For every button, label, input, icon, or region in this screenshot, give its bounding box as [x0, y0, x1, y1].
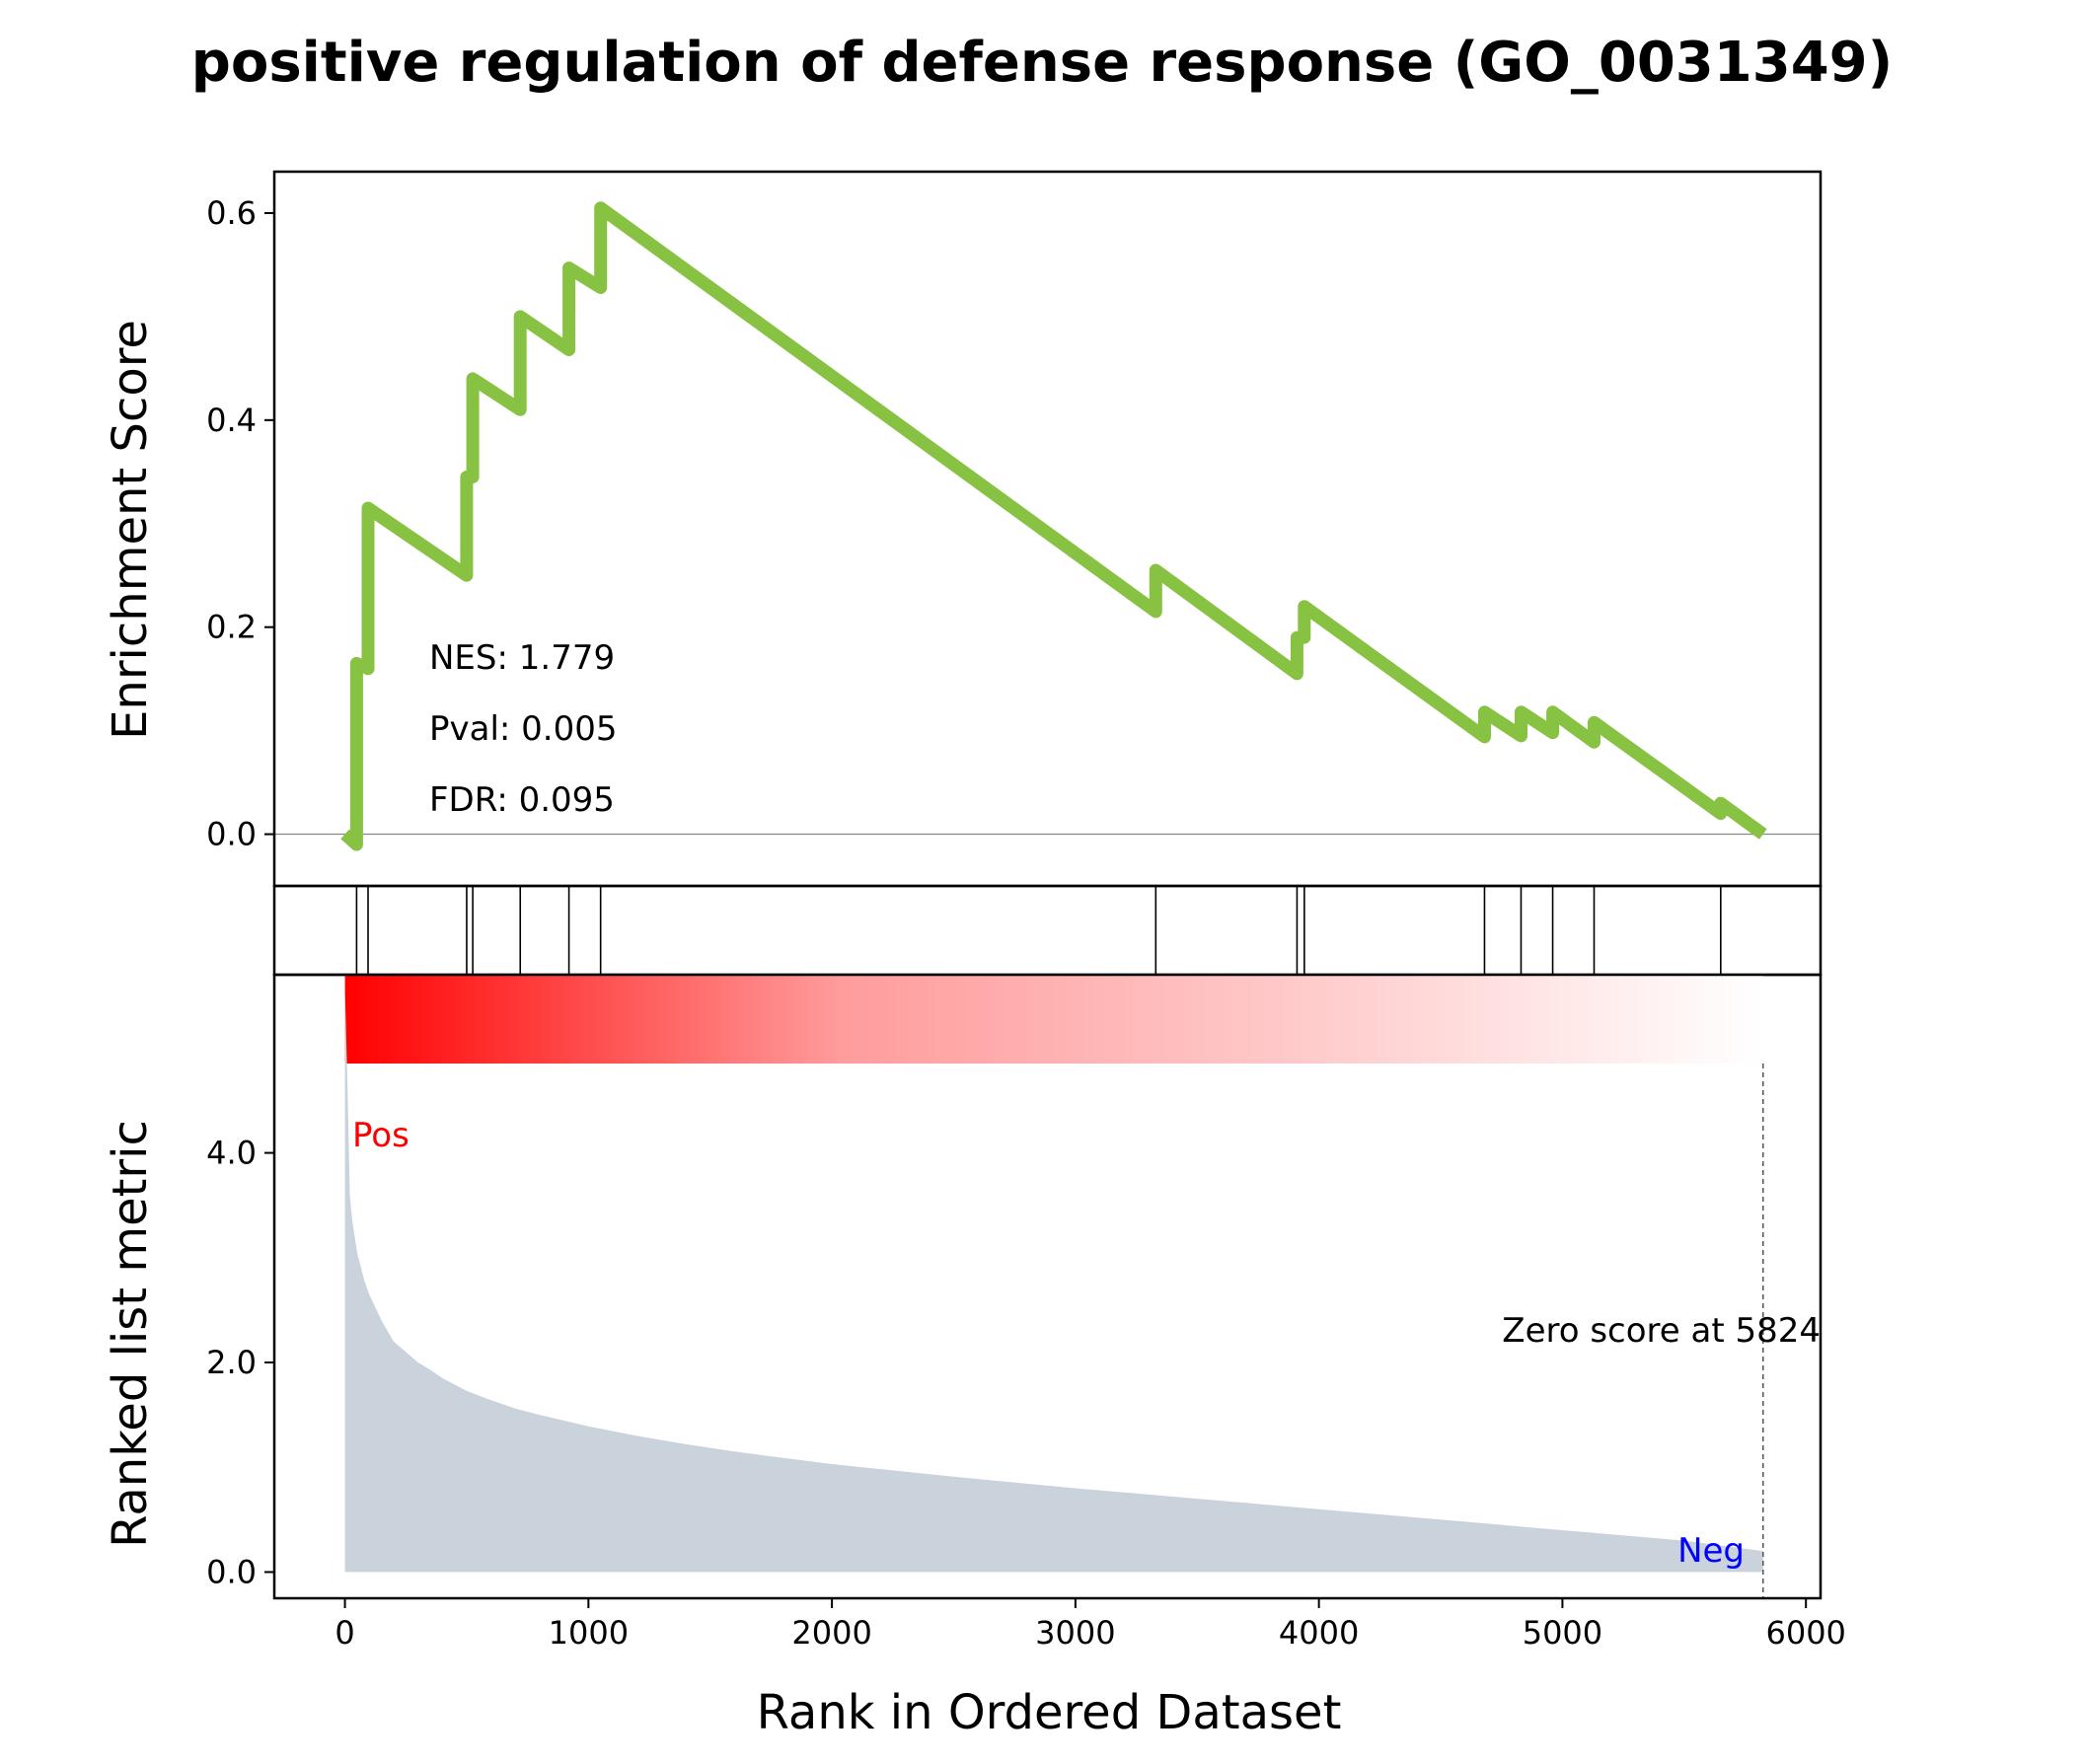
pos-label: Pos: [352, 1116, 409, 1155]
nes-stat: NES: 1.779: [429, 638, 615, 678]
x-axis-label: Rank in Ordered Dataset: [757, 1685, 1342, 1740]
x-tick-label: 0: [335, 1614, 354, 1652]
x-tick-label: 5000: [1523, 1614, 1602, 1652]
metric-area: [344, 990, 1763, 1573]
es-y-axis-label: Enrichment Score: [103, 320, 158, 740]
pval-stat: Pval: 0.005: [429, 709, 618, 749]
chart-title: positive regulation of defense response …: [191, 31, 1893, 95]
metric-heatmap-bar: [344, 975, 1763, 1064]
es-line: [340, 201, 1767, 851]
es-y-tick-label: 0.2: [206, 609, 257, 646]
x-tick-label: 1000: [549, 1614, 629, 1652]
neg-label: Neg: [1677, 1531, 1745, 1571]
x-tick-label: 6000: [1765, 1614, 1845, 1652]
es-y-tick-label: 0.4: [206, 402, 257, 439]
metric-y-tick-label: 4.0: [206, 1135, 257, 1172]
hits-frame: [272, 884, 1823, 977]
metric-panel: 0.0 2.0 4.0 0 1000 2000 3000 4000 5000 6000: [206, 973, 1846, 1652]
fdr-stat: FDR: 0.095: [429, 780, 615, 820]
metric-frame: [272, 973, 1823, 1600]
es-y-tick-label: 0.0: [206, 816, 257, 853]
zero-score-label: Zero score at 5824: [1502, 1311, 1821, 1351]
x-tick-label: 2000: [791, 1614, 871, 1652]
hits-panel: [272, 884, 1823, 977]
metric-y-tick-label: 0.0: [206, 1553, 257, 1590]
es-y-tick-label: 0.6: [206, 194, 257, 232]
es-panel: 0.0 0.2 0.4 0.6: [206, 170, 1823, 888]
metric-y-tick-label: 2.0: [206, 1344, 257, 1381]
x-tick-label: 4000: [1279, 1614, 1359, 1652]
x-tick-label: 3000: [1035, 1614, 1115, 1652]
metric-y-axis-label: Ranked list metric: [103, 1120, 158, 1548]
